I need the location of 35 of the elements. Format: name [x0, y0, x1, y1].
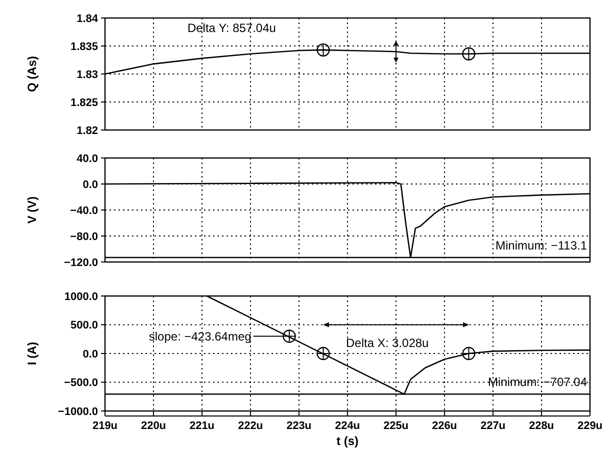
- y-tick-label: 1000.0: [64, 290, 98, 303]
- x-tick-label: 223u: [286, 420, 312, 432]
- y-tick-label: −40.0: [70, 204, 98, 217]
- annotation: slope: −423.64meg: [148, 329, 252, 344]
- y-tick-label: −80.0: [70, 230, 98, 243]
- x-tick-label: 224u: [334, 420, 360, 432]
- y-tick-label: 0.0: [82, 348, 98, 360]
- x-tick-label: 219u: [92, 420, 118, 432]
- y-axis-title: I (A): [25, 342, 39, 366]
- x-axis-title: t (s): [336, 434, 358, 448]
- y-tick-label: −500.0: [64, 377, 98, 390]
- y-axis-title: Q (As): [25, 56, 39, 92]
- y-tick-label: 0.0: [82, 178, 98, 191]
- y-tick-label: −1000.0: [58, 406, 98, 418]
- annotation: Delta X: 3.028u: [346, 336, 429, 350]
- y-tick-label: 40.0: [76, 152, 98, 165]
- x-tick-label: 220u: [140, 420, 166, 432]
- y-tick-label: 1.82: [76, 124, 98, 137]
- y-tick-label: −120.0: [64, 256, 98, 269]
- y-tick-label: 1.84: [76, 12, 99, 25]
- ref-line-label: Minimum: −707.04: [488, 375, 588, 390]
- y-tick-label: 1.825: [70, 96, 98, 109]
- y-tick-label: 500.0: [70, 320, 98, 332]
- x-tick-label: 227u: [480, 420, 506, 432]
- x-tick-label: 226u: [432, 420, 458, 432]
- x-tick-label: 221u: [189, 420, 215, 432]
- ref-line-label: Minimum: −113.1: [496, 238, 588, 253]
- x-tick-label: 229u: [577, 420, 603, 432]
- x-tick-label: 225u: [383, 420, 409, 432]
- y-axis-title: V (V): [25, 196, 39, 224]
- x-tick-label: 222u: [238, 420, 264, 432]
- x-tick-label: 228u: [528, 420, 554, 432]
- y-tick-label: 1.83: [76, 68, 98, 81]
- y-tick-label: 1.835: [70, 40, 98, 53]
- annotation: Delta Y: 857.04u: [187, 21, 276, 35]
